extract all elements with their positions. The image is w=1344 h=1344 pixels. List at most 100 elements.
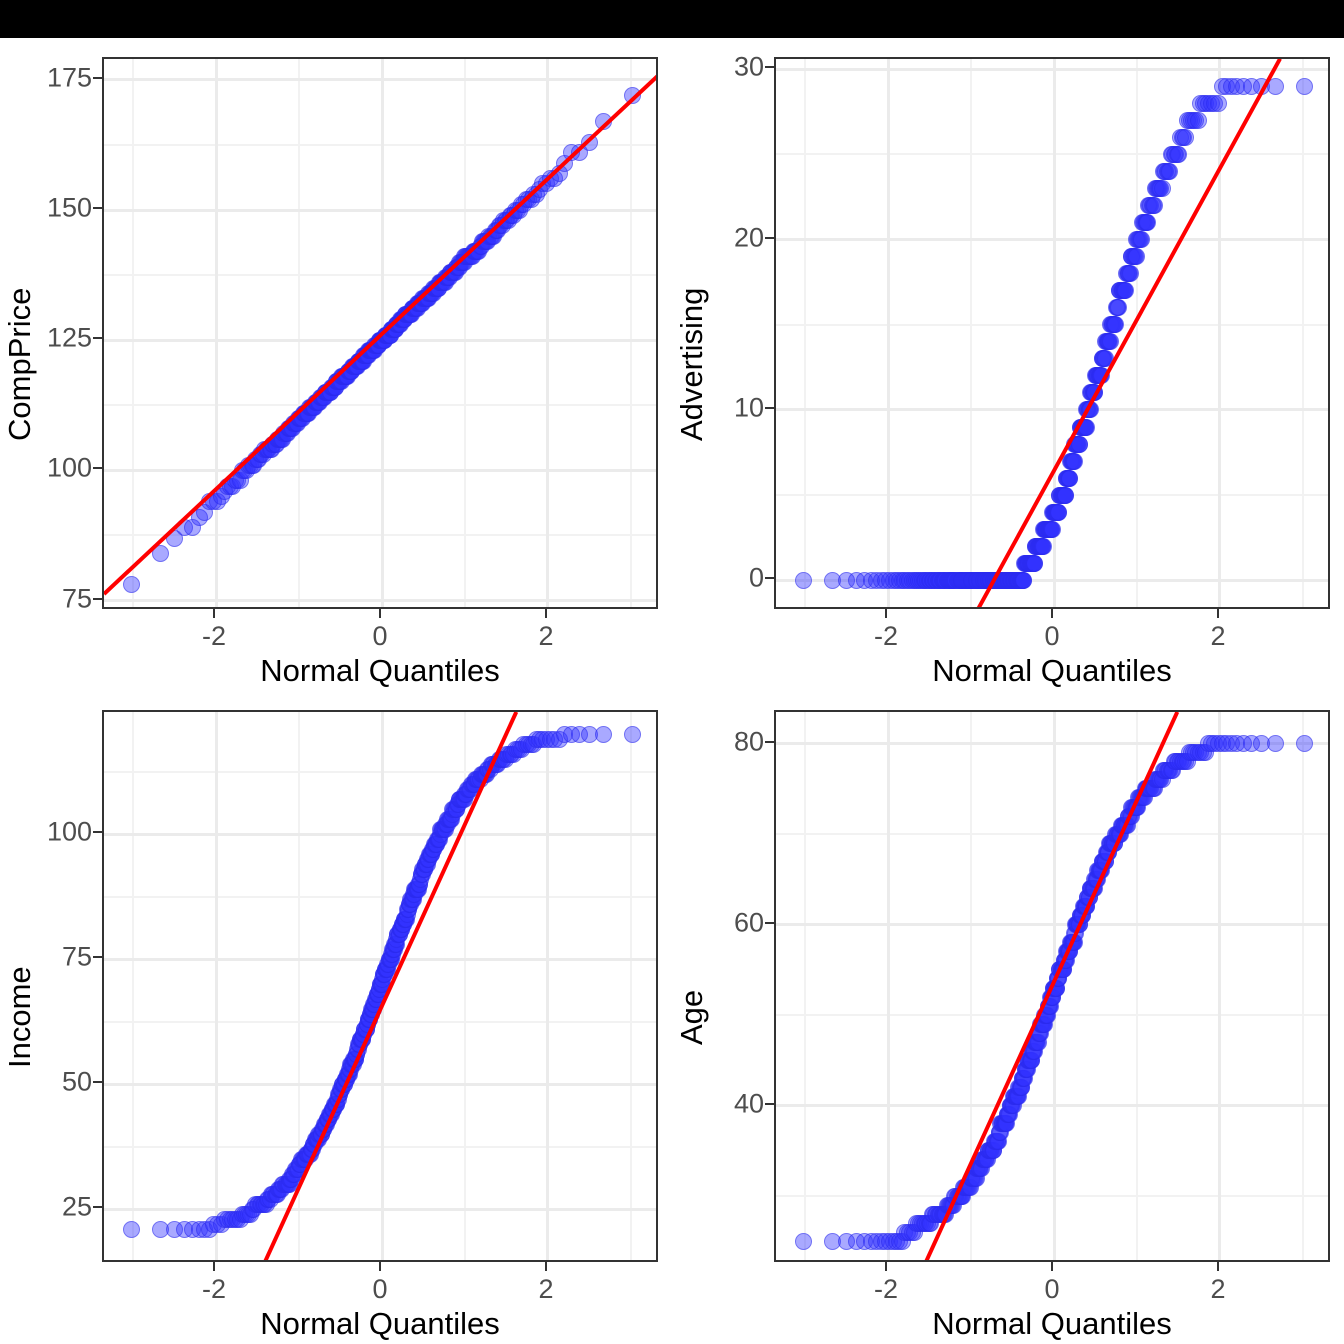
data-point — [1061, 469, 1079, 487]
reference-line — [975, 59, 1282, 607]
x-axis-label: Normal Quantiles — [932, 1306, 1172, 1341]
y-axis-ticks: 25 50 75 100 — [40, 691, 102, 1344]
gridline-major-horizontal — [104, 1082, 656, 1086]
plot-area — [102, 710, 658, 1262]
x-tick-mark — [213, 609, 216, 618]
data-point — [1209, 94, 1227, 112]
gridline-minor-vertical — [132, 712, 135, 1260]
y-tick-label: 80 — [733, 726, 764, 757]
data-point — [595, 725, 613, 743]
data-point — [151, 545, 169, 563]
data-point — [1117, 282, 1135, 300]
y-tick-mark — [765, 1102, 774, 1105]
data-point — [1127, 248, 1145, 266]
x-tick-mark — [1051, 1262, 1053, 1271]
data-point — [1057, 486, 1075, 504]
data-point — [1132, 231, 1150, 249]
gridline-minor-vertical — [132, 59, 135, 607]
y-tick-label: 25 — [61, 1191, 92, 1222]
y-axis-ticks: 0 10 20 30 — [712, 38, 774, 691]
x-tick-mark — [1051, 609, 1053, 618]
gridline-minor-horizontal — [104, 143, 656, 146]
data-point — [1267, 735, 1285, 753]
x-tick-label: 0 — [372, 621, 388, 651]
data-point — [1121, 265, 1139, 283]
gridline-minor-horizontal — [776, 323, 1328, 326]
y-tick-mark — [765, 740, 774, 743]
y-tick-mark — [93, 831, 102, 834]
gridline-major-vertical — [1218, 59, 1222, 607]
data-point — [1296, 735, 1314, 753]
plot-area — [102, 57, 658, 609]
gridline-major-horizontal — [104, 832, 656, 836]
data-point — [1015, 571, 1033, 589]
data-point — [1296, 77, 1314, 95]
y-tick-mark — [765, 577, 774, 580]
data-point — [1043, 520, 1061, 538]
gridline-major-vertical — [546, 712, 550, 1260]
x-tick-label: -2 — [874, 1274, 899, 1304]
gridline-major-vertical — [214, 712, 218, 1260]
y-tick-mark — [765, 406, 774, 409]
gridline-major-vertical — [1052, 59, 1056, 607]
data-point — [1267, 77, 1285, 95]
y-tick-label: 125 — [46, 322, 92, 353]
data-point — [1177, 128, 1195, 146]
data-point — [794, 571, 812, 589]
x-tick-mark — [544, 1262, 547, 1271]
gridline-minor-horizontal — [104, 770, 656, 773]
y-tick-mark — [93, 956, 102, 959]
y-tick-label: 75 — [61, 583, 92, 614]
x-tick-label: 0 — [1044, 1274, 1060, 1304]
gridline-major-horizontal — [776, 578, 1328, 582]
qq-panel-advertising: Advertising 0 10 20 30 -2 0 2 Normal Quantiles — [672, 38, 1344, 691]
y-tick-label: 175 — [46, 62, 92, 93]
x-axis-label: Normal Quantiles — [260, 653, 500, 688]
y-tick-label: 30 — [733, 51, 764, 82]
gridline-major-horizontal — [104, 1207, 656, 1211]
gridline-major-horizontal — [104, 468, 656, 472]
data-point — [624, 725, 642, 743]
qq-panel-compprice: CompPrice 75 100 125 150 175 -2 0 2 Normal Quanti… — [0, 38, 672, 691]
gridline-minor-horizontal — [104, 1020, 656, 1023]
x-axis: -2 0 2 — [102, 609, 658, 683]
y-tick-mark — [93, 597, 102, 600]
x-tick-label: 0 — [372, 1274, 388, 1304]
gridline-minor-vertical — [970, 59, 972, 607]
data-point — [1107, 316, 1125, 334]
y-tick-label: 40 — [733, 1088, 764, 1119]
y-axis-label: Age — [674, 989, 709, 1046]
x-tick-label: 0 — [1044, 621, 1060, 651]
y-tick-mark — [93, 76, 102, 79]
gridline-minor-horizontal — [104, 1145, 656, 1148]
y-tick-mark — [93, 1081, 102, 1084]
y-tick-label: 75 — [61, 941, 92, 972]
y-tick-label: 100 — [46, 452, 92, 483]
data-point — [1161, 162, 1179, 180]
gridline-major-horizontal — [776, 238, 1328, 242]
x-tick-mark — [885, 1262, 888, 1271]
data-point — [1139, 214, 1157, 232]
gridline-major-vertical — [886, 59, 890, 607]
data-point — [122, 576, 140, 594]
qq-panel-age: Age 40 60 80 -2 0 2 Normal Quantiles — [672, 691, 1344, 1344]
data-point — [1026, 554, 1044, 572]
data-point — [1153, 179, 1171, 197]
data-point — [1145, 197, 1163, 215]
y-tick-label: 10 — [733, 392, 764, 423]
x-tick-mark — [379, 609, 381, 618]
gridline-major-vertical — [1218, 712, 1222, 1260]
top-black-bar — [0, 0, 1344, 38]
data-point — [122, 1220, 140, 1238]
y-tick-label: 100 — [46, 816, 92, 847]
data-point — [1170, 145, 1188, 163]
y-tick-label: 60 — [733, 907, 764, 938]
y-axis-label: Advertising — [674, 287, 709, 442]
gridline-minor-vertical — [463, 59, 466, 607]
gridline-minor-vertical — [298, 59, 300, 607]
x-tick-label: 2 — [1210, 1274, 1226, 1304]
gridline-minor-vertical — [463, 712, 466, 1260]
gridline-minor-vertical — [1301, 59, 1304, 607]
x-tick-label: -2 — [874, 621, 899, 651]
y-tick-mark — [93, 337, 102, 340]
